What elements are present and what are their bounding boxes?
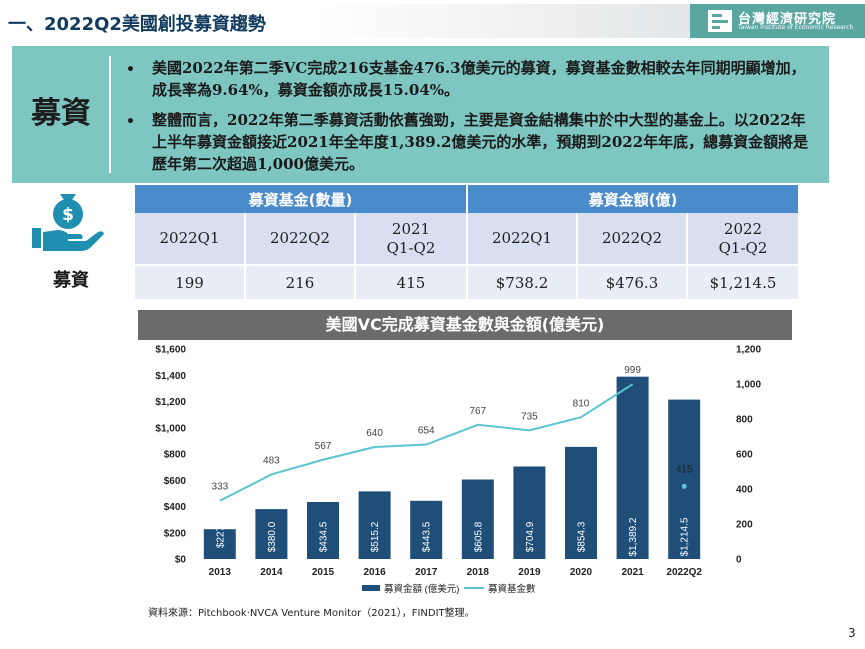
x-tick-label: 2018 <box>467 567 490 578</box>
bar-data-label: $1,389.2 <box>628 517 639 556</box>
bar-data-label: $515.2 <box>370 521 381 552</box>
stats-table: 募資基金(數量) 募資金額(億) 2022Q1 2022Q2 2021 Q1-Q2… <box>135 185 801 299</box>
bullet-marker: • <box>126 114 135 130</box>
line-data-label: 567 <box>315 441 332 452</box>
line-point <box>681 483 687 489</box>
icon-caption: 募資 <box>53 270 89 291</box>
table-row: 2022Q1 2022Q2 2021 Q1-Q2 2022Q1 2022Q2 20… <box>135 213 801 265</box>
x-tick-label: 2014 <box>260 567 283 578</box>
bar-mark <box>203 529 236 559</box>
svg-text:$: $ <box>62 205 74 225</box>
x-tick-label: 2021 <box>621 567 644 578</box>
table-subheader: 2022Q1 <box>467 213 578 265</box>
bar-mark <box>307 501 339 559</box>
summary-bullet-2: 整體而言，2022年第二季募資活動依舊強勁，主要是資金結構集中於中大型的基金上。… <box>152 111 809 173</box>
table-subheader: 2022Q2 <box>245 213 356 265</box>
table-cell: 415 <box>355 264 468 299</box>
logo-english-name: Taiwan Institute of Economic Research <box>738 24 854 31</box>
y-right-tick-label: 1,000 <box>736 380 761 391</box>
institute-logo-icon <box>708 10 732 32</box>
table-cell: $1,214.5 <box>687 264 801 299</box>
bar-data-label: $380.0 <box>267 521 278 552</box>
y-right-tick-label: 200 <box>736 520 753 531</box>
header-gradient <box>0 4 690 38</box>
bar-mark <box>513 466 546 559</box>
source-note: 資料來源：Pitchbook‧NVCA Venture Monitor（2021… <box>148 608 475 619</box>
x-tick-label: 2020 <box>570 567 593 578</box>
x-tick-label: 2017 <box>415 567 438 578</box>
table-subheader: 2022 Q1-Q2 <box>687 213 801 265</box>
bar-mark <box>461 479 494 559</box>
legend-label: 募資基金數 <box>488 583 536 595</box>
line-data-label: 735 <box>521 411 538 422</box>
line-data-label: 640 <box>366 428 383 439</box>
y-left-tick-label: $200 <box>164 528 187 539</box>
x-tick-label: 2019 <box>518 567 541 578</box>
bar-data-label: $1,214.5 <box>680 517 691 556</box>
table-subheader: 2021 Q1-Q2 <box>355 213 468 265</box>
table-cell: 216 <box>245 264 356 299</box>
table-cell: $738.2 <box>467 264 578 299</box>
line-data-label: 654 <box>418 426 435 437</box>
bar-mark <box>668 399 701 559</box>
table-group-header-count: 募資基金(數量) <box>135 185 468 213</box>
bar-mark <box>358 491 391 559</box>
page-number: 3 <box>848 626 856 640</box>
y-left-tick-label: $1,400 <box>155 371 186 382</box>
y-left-tick-label: $400 <box>164 502 187 513</box>
bar-mark <box>565 446 597 559</box>
bar-data-label: $854.3 <box>577 521 588 552</box>
table-cell: 199 <box>135 264 246 299</box>
bar-data-label: $704.9 <box>525 521 536 552</box>
y-right-tick-label: 1,200 <box>736 345 761 356</box>
y-right-tick-label: 400 <box>736 485 753 496</box>
bar-mark <box>255 509 288 559</box>
bar-mark <box>616 376 649 559</box>
combo-chart: $0 $200 $400 $600 $800 $1,000 $1,200 $1,400 $1,6… <box>155 345 761 596</box>
x-tick-label: 2015 <box>312 567 335 578</box>
table-cell: $476.3 <box>577 264 688 299</box>
line-data-label: 333 <box>211 482 228 493</box>
bar-mark <box>410 500 443 559</box>
summary-label: 募資 <box>31 96 91 131</box>
x-tick-label: 2022Q2 <box>666 567 702 578</box>
y-left-tick-label: $0 <box>175 555 187 566</box>
table-subheader: 2022Q1 <box>135 213 246 265</box>
x-tick-label: 2016 <box>363 567 386 578</box>
y-left-tick-label: $1,600 <box>155 345 186 356</box>
summary-divider <box>109 56 111 173</box>
legend-label: 募資金額 (億美元) <box>384 583 459 595</box>
y-right-tick-label: 0 <box>736 555 742 566</box>
bullet-marker: • <box>126 62 135 78</box>
bar-data-label: $434.5 <box>319 521 330 552</box>
summary-bullet-1: 美國2022年第二季VC完成216支基金476.3億美元的募資，募資基金數相較去… <box>152 59 806 99</box>
summary-side: 募資 <box>12 46 110 183</box>
bar-data-label: $605.8 <box>473 521 484 552</box>
summary-box <box>12 46 829 183</box>
y-left-tick-label: $600 <box>164 476 187 487</box>
line-data-label: 810 <box>573 398 590 409</box>
x-tick-label: 2013 <box>209 567 232 578</box>
legend-swatch-bar <box>362 585 380 591</box>
y-right-tick-label: 800 <box>736 415 753 426</box>
line-data-label: 483 <box>263 455 280 466</box>
money-hand-icon: $ <box>32 194 104 251</box>
table-subheader: 2022Q2 <box>577 213 688 265</box>
bar-data-label: $443.5 <box>422 521 433 552</box>
line-data-label: 415 <box>676 464 693 475</box>
line-data-label: 767 <box>469 406 486 417</box>
table-group-header-amount: 募資金額(億) <box>467 185 801 213</box>
line-series <box>219 383 634 502</box>
line-data-label: 999 <box>624 365 641 376</box>
y-right-tick-label: 600 <box>736 450 753 461</box>
y-left-tick-label: $1,000 <box>155 423 186 434</box>
page-title: 一、2022Q2美國創投募資趨勢 <box>8 14 266 35</box>
table-row: 199 216 415 $738.2 $476.3 $1,214.5 <box>135 264 801 299</box>
y-left-tick-label: $800 <box>164 450 187 461</box>
bar-data-label: $227 <box>215 525 226 548</box>
y-left-tick-label: $1,200 <box>155 397 186 408</box>
logo-chinese-name: 台灣經濟研究院 <box>738 12 837 27</box>
chart-title: 美國VC完成募資基金數與金額(億美元) <box>138 310 792 340</box>
